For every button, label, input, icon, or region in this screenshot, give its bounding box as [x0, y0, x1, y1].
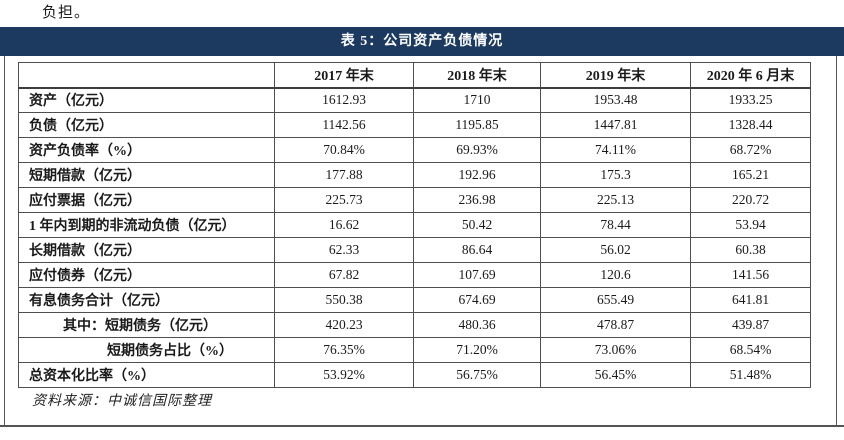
- table-header-row: 2017 年末 2018 年末 2019 年末 2020 年 6 月末: [18, 62, 811, 89]
- row-label: 应付债券（亿元）: [18, 262, 275, 288]
- paragraph-tail-text: 负担。: [42, 5, 91, 21]
- cell-value: 1710: [413, 87, 541, 113]
- row-label: 短期借款（亿元）: [18, 162, 275, 188]
- table-row: 资产负债率（%） 70.84% 69.93% 74.11% 68.72%: [18, 137, 811, 163]
- cell-value: 141.56: [690, 262, 811, 288]
- table-row: 其中：短期债务（亿元） 420.23 480.36 478.87 439.87: [18, 312, 811, 338]
- cell-value: 177.88: [274, 162, 414, 188]
- cell-value: 56.45%: [540, 362, 691, 388]
- cell-value: 107.69: [413, 262, 541, 288]
- table-row: 短期借款（亿元） 177.88 192.96 175.3 165.21: [18, 162, 811, 188]
- source-note: 资料来源：中诚信国际整理: [32, 394, 212, 409]
- cell-value: 60.38: [690, 237, 811, 263]
- cell-value: 67.82: [274, 262, 414, 288]
- row-label: 长期借款（亿元）: [18, 237, 275, 263]
- table-frame: 2017 年末 2018 年末 2019 年末 2020 年 6 月末 资产（亿元） 1…: [4, 56, 837, 425]
- table-row: 应付债券（亿元） 67.82 107.69 120.6 141.56: [18, 262, 811, 288]
- cell-value: 1447.81: [540, 112, 691, 138]
- cell-value: 165.21: [690, 162, 811, 188]
- table-row: 有息债务合计（亿元） 550.38 674.69 655.49 641.81: [18, 287, 811, 313]
- cell-value: 1195.85: [413, 112, 541, 138]
- year-column-header: 2020 年 6 月末: [690, 62, 811, 89]
- cell-value: 62.33: [274, 237, 414, 263]
- table-row: 短期债务占比（%） 76.35% 71.20% 73.06% 68.54%: [18, 337, 811, 363]
- row-label: 资产负债率（%）: [18, 137, 275, 163]
- cell-value: 1612.93: [274, 87, 414, 113]
- year-column-header: 2018 年末: [413, 62, 541, 89]
- cell-value: 674.69: [413, 287, 541, 313]
- cell-value: 16.62: [274, 212, 414, 238]
- cell-value: 120.6: [540, 262, 691, 288]
- cell-value: 192.96: [413, 162, 541, 188]
- year-column-header: 2017 年末: [274, 62, 414, 89]
- cell-value: 655.49: [540, 287, 691, 313]
- cell-value: 175.3: [540, 162, 691, 188]
- cell-value: 1953.48: [540, 87, 691, 113]
- cell-value: 480.36: [413, 312, 541, 338]
- cell-value: 225.73: [274, 187, 414, 213]
- cell-value: 74.11%: [540, 137, 691, 163]
- cell-value: 76.35%: [274, 337, 414, 363]
- cell-value: 53.92%: [274, 362, 414, 388]
- cell-value: 420.23: [274, 312, 414, 338]
- asset-liability-table: 2017 年末 2018 年末 2019 年末 2020 年 6 月末 资产（亿元） 1…: [18, 62, 811, 388]
- cell-value: 69.93%: [413, 137, 541, 163]
- table-row: 负债（亿元） 1142.56 1195.85 1447.81 1328.44: [18, 112, 811, 138]
- row-label: 有息债务合计（亿元）: [18, 287, 275, 313]
- row-label: 负债（亿元）: [18, 112, 275, 138]
- cell-value: 73.06%: [540, 337, 691, 363]
- row-label: 总资本化比率（%）: [18, 362, 275, 388]
- table-row: 资产（亿元） 1612.93 1710 1953.48 1933.25: [18, 87, 811, 113]
- cell-value: 56.75%: [413, 362, 541, 388]
- cell-value: 1328.44: [690, 112, 811, 138]
- cell-value: 68.72%: [690, 137, 811, 163]
- table-row: 应付票据（亿元） 225.73 236.98 225.13 220.72: [18, 187, 811, 213]
- cell-value: 70.84%: [274, 137, 414, 163]
- table-row: 长期借款（亿元） 62.33 86.64 56.02 60.38: [18, 237, 811, 263]
- cell-value: 236.98: [413, 187, 541, 213]
- table-row: 总资本化比率（%） 53.92% 56.75% 56.45% 51.48%: [18, 362, 811, 388]
- cell-value: 53.94: [690, 212, 811, 238]
- cell-value: 220.72: [690, 187, 811, 213]
- row-label: 资产（亿元）: [18, 87, 275, 113]
- cell-value: 78.44: [540, 212, 691, 238]
- year-column-header: 2019 年末: [540, 62, 691, 89]
- row-label: 1 年内到期的非流动负债（亿元）: [18, 212, 275, 238]
- cell-value: 641.81: [690, 287, 811, 313]
- cell-value: 225.13: [540, 187, 691, 213]
- table-row: 1 年内到期的非流动负债（亿元） 16.62 50.42 78.44 53.94: [18, 212, 811, 238]
- cell-value: 68.54%: [690, 337, 811, 363]
- cell-value: 439.87: [690, 312, 811, 338]
- page-divider-rule: [0, 425, 844, 427]
- cell-value: 1142.56: [274, 112, 414, 138]
- cell-value: 50.42: [413, 212, 541, 238]
- row-label: 短期债务占比（%）: [18, 337, 275, 363]
- cell-value: 478.87: [540, 312, 691, 338]
- table-title-bar: 表 5：公司资产负债情况: [0, 27, 844, 56]
- cell-value: 51.48%: [690, 362, 811, 388]
- cell-value: 86.64: [413, 237, 541, 263]
- cell-value: 56.02: [540, 237, 691, 263]
- cell-value: 550.38: [274, 287, 414, 313]
- row-label: 应付票据（亿元）: [18, 187, 275, 213]
- row-label: 其中：短期债务（亿元）: [18, 312, 275, 338]
- corner-cell: [18, 62, 275, 89]
- cell-value: 71.20%: [413, 337, 541, 363]
- table-body: 资产（亿元） 1612.93 1710 1953.48 1933.25 负债（亿元） 114…: [18, 87, 811, 388]
- cell-value: 1933.25: [690, 87, 811, 113]
- table-title: 表 5：公司资产负债情况: [340, 34, 504, 49]
